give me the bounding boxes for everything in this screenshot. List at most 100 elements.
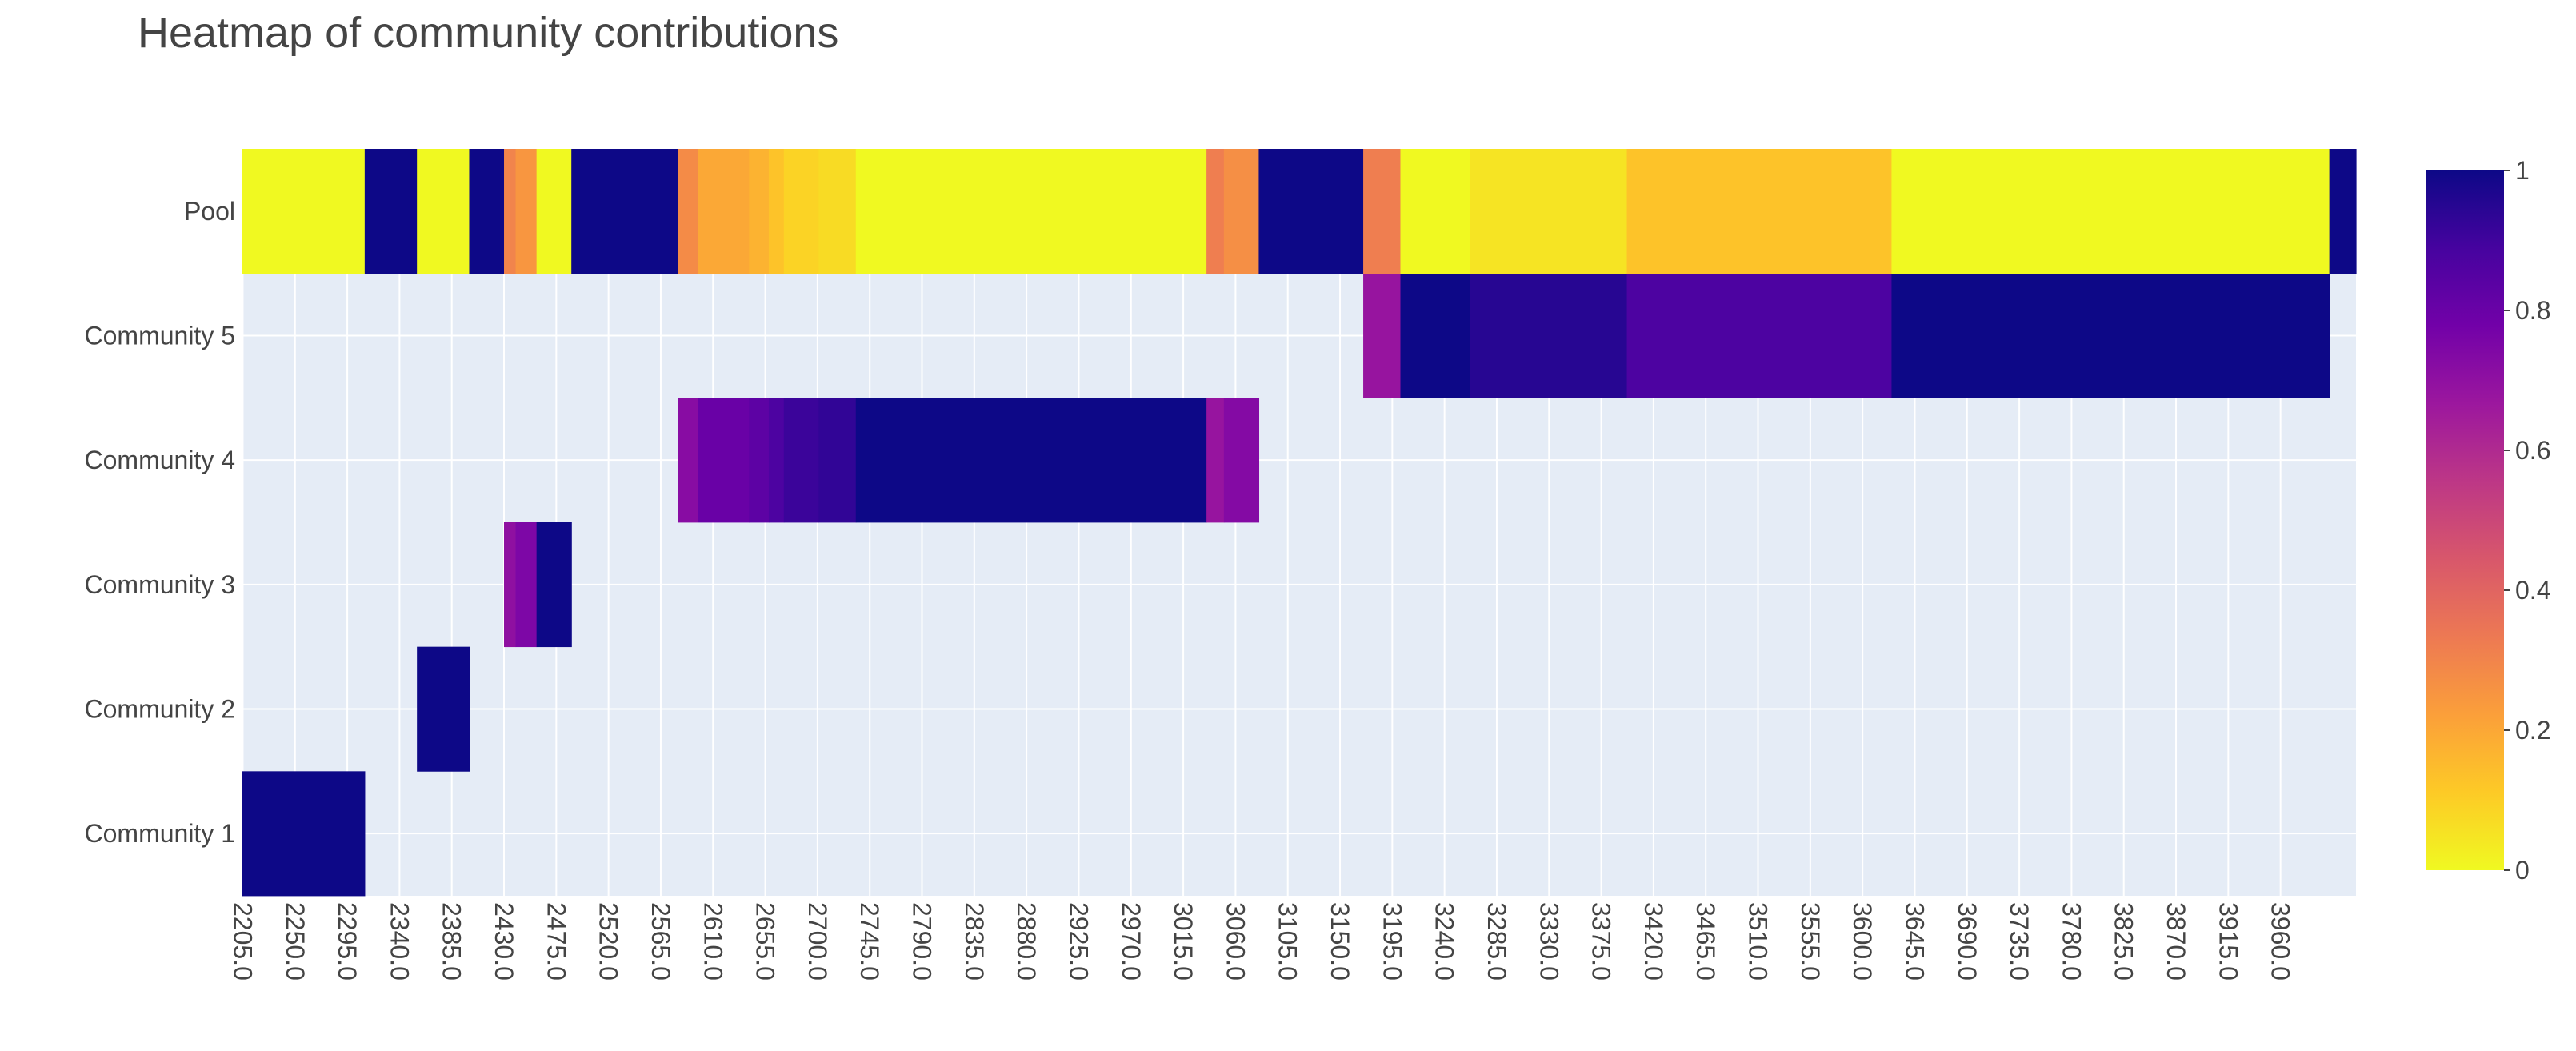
x-tick-label: 3825.0	[2110, 902, 2138, 981]
x-tick-label: 2745.0	[855, 902, 884, 981]
x-tick-label: 2295.0	[333, 902, 362, 981]
colorbar-gradient	[2426, 170, 2504, 870]
heatmap-cell	[504, 149, 517, 274]
y-tick-label: Community 4	[85, 446, 236, 474]
heatmap-cell	[536, 522, 572, 648]
heatmap-cell	[698, 149, 750, 274]
chart-title: Heatmap of community contributions	[138, 9, 839, 57]
x-tick-label: 3015.0	[1169, 902, 1198, 981]
x-tick-label: 2340.0	[385, 902, 414, 981]
heatmap-cell	[1470, 149, 1628, 274]
heatmap-cell	[571, 149, 679, 274]
heatmap-cell	[1363, 273, 1402, 398]
heatmap-cell	[783, 149, 819, 274]
y-axis-labels: Community 1 Community 2 Community 3 Communi…	[85, 197, 236, 848]
colorbar-tick-label: 0.2	[2515, 716, 2550, 745]
x-tick-label: 2835.0	[960, 902, 989, 981]
heatmap-cell	[855, 149, 1207, 274]
y-tick-label: Community 3	[85, 570, 236, 599]
heatmap-cell	[1626, 149, 1893, 274]
heatmap-cell	[1258, 149, 1364, 274]
x-tick-label: 2655.0	[751, 902, 780, 981]
x-tick-label: 2610.0	[698, 902, 727, 981]
x-tick-label: 3690.0	[1953, 902, 1982, 981]
heatmap-cell	[364, 149, 418, 274]
heatmap-cell	[768, 398, 785, 523]
x-tick-label: 3105.0	[1274, 902, 1302, 981]
x-tick-label: 3915.0	[2214, 902, 2242, 981]
x-tick-label: 2970.0	[1117, 902, 1146, 981]
colorbar: 0 0.2 0.4 0.6 0.8 1	[2426, 156, 2550, 885]
heatmap-cell	[504, 522, 517, 648]
x-tick-label: 2385.0	[438, 902, 466, 981]
x-tick-label: 2205.0	[228, 902, 257, 981]
colorbar-tick-label: 1	[2515, 156, 2530, 185]
y-tick-label: Community 5	[85, 322, 236, 350]
heatmap-cell	[469, 149, 505, 274]
heatmap-cell	[1626, 273, 1893, 398]
x-tick-label: 3240.0	[1430, 902, 1459, 981]
x-tick-label: 3555.0	[1796, 902, 1825, 981]
heatmap-cell	[1363, 149, 1402, 274]
x-tick-label: 2565.0	[646, 902, 675, 981]
x-tick-label: 2925.0	[1064, 902, 1093, 981]
heatmap-cell	[855, 398, 1207, 523]
x-tick-label: 3510.0	[1744, 902, 1773, 981]
heatmap-cell	[1206, 149, 1225, 274]
heatmap-cell	[536, 149, 572, 274]
x-tick-label: 2250.0	[281, 902, 310, 981]
y-tick-label: Pool	[184, 197, 235, 226]
y-tick-label: Community 1	[85, 819, 236, 848]
x-tick-label: 3645.0	[1900, 902, 1929, 981]
x-tick-label: 2880.0	[1012, 902, 1041, 981]
heatmap-cell	[678, 149, 699, 274]
heatmap-cell	[242, 149, 366, 274]
colorbar-tick-label: 0	[2515, 856, 2530, 885]
heatmap-cell	[242, 771, 366, 897]
heatmap-cell	[1206, 398, 1225, 523]
x-tick-label: 3375.0	[1587, 902, 1616, 981]
x-tick-label: 2475.0	[542, 902, 570, 981]
heatmap-cells	[242, 149, 2357, 897]
heatmap-cell	[2329, 149, 2357, 274]
x-tick-label: 3465.0	[1691, 902, 1720, 981]
heatmap-cell	[1223, 149, 1260, 274]
x-tick-label: 2430.0	[490, 902, 518, 981]
x-tick-label: 3060.0	[1221, 902, 1250, 981]
heatmap-cell	[515, 522, 538, 648]
x-tick-label: 3960.0	[2266, 902, 2295, 981]
x-tick-label: 3735.0	[2005, 902, 2034, 981]
heatmap-cell	[698, 398, 750, 523]
heatmap-cell	[768, 149, 785, 274]
x-tick-label: 3285.0	[1482, 902, 1511, 981]
x-tick-label: 3420.0	[1639, 902, 1668, 981]
x-tick-label: 3780.0	[2057, 902, 2086, 981]
x-tick-label: 3330.0	[1534, 902, 1563, 981]
y-tick-label: Community 2	[85, 695, 236, 724]
x-axis-labels: 2205.0 2250.0 2295.0 2340.0 2385.0 2430.0 2475…	[228, 902, 2294, 981]
colorbar-ticks: 0 0.2 0.4 0.6 0.8 1	[2504, 156, 2550, 885]
heatmap-cell	[749, 398, 770, 523]
heatmap-cell	[818, 149, 857, 274]
heatmap-cell	[749, 149, 770, 274]
x-tick-label: 3600.0	[1848, 902, 1877, 981]
heatmap-cell	[678, 398, 699, 523]
heatmap-cell	[417, 149, 470, 274]
colorbar-tick-label: 0.4	[2515, 576, 2550, 605]
heatmap-cell	[1400, 273, 1471, 398]
heatmap-cell	[417, 646, 470, 772]
heatmap-cell	[783, 398, 819, 523]
heatmap-cell	[1891, 273, 2330, 398]
x-tick-label: 3870.0	[2162, 902, 2190, 981]
heatmap-cell	[1400, 149, 1471, 274]
heatmap-cell	[818, 398, 857, 523]
x-tick-label: 3195.0	[1378, 902, 1406, 981]
heatmap-cell	[515, 149, 538, 274]
x-tick-label: 2700.0	[803, 902, 832, 981]
colorbar-tick-label: 0.6	[2515, 436, 2550, 465]
colorbar-tick-label: 0.8	[2515, 296, 2550, 325]
x-tick-label: 2790.0	[908, 902, 937, 981]
heatmap-cell	[1470, 273, 1628, 398]
x-tick-label: 2520.0	[594, 902, 623, 981]
